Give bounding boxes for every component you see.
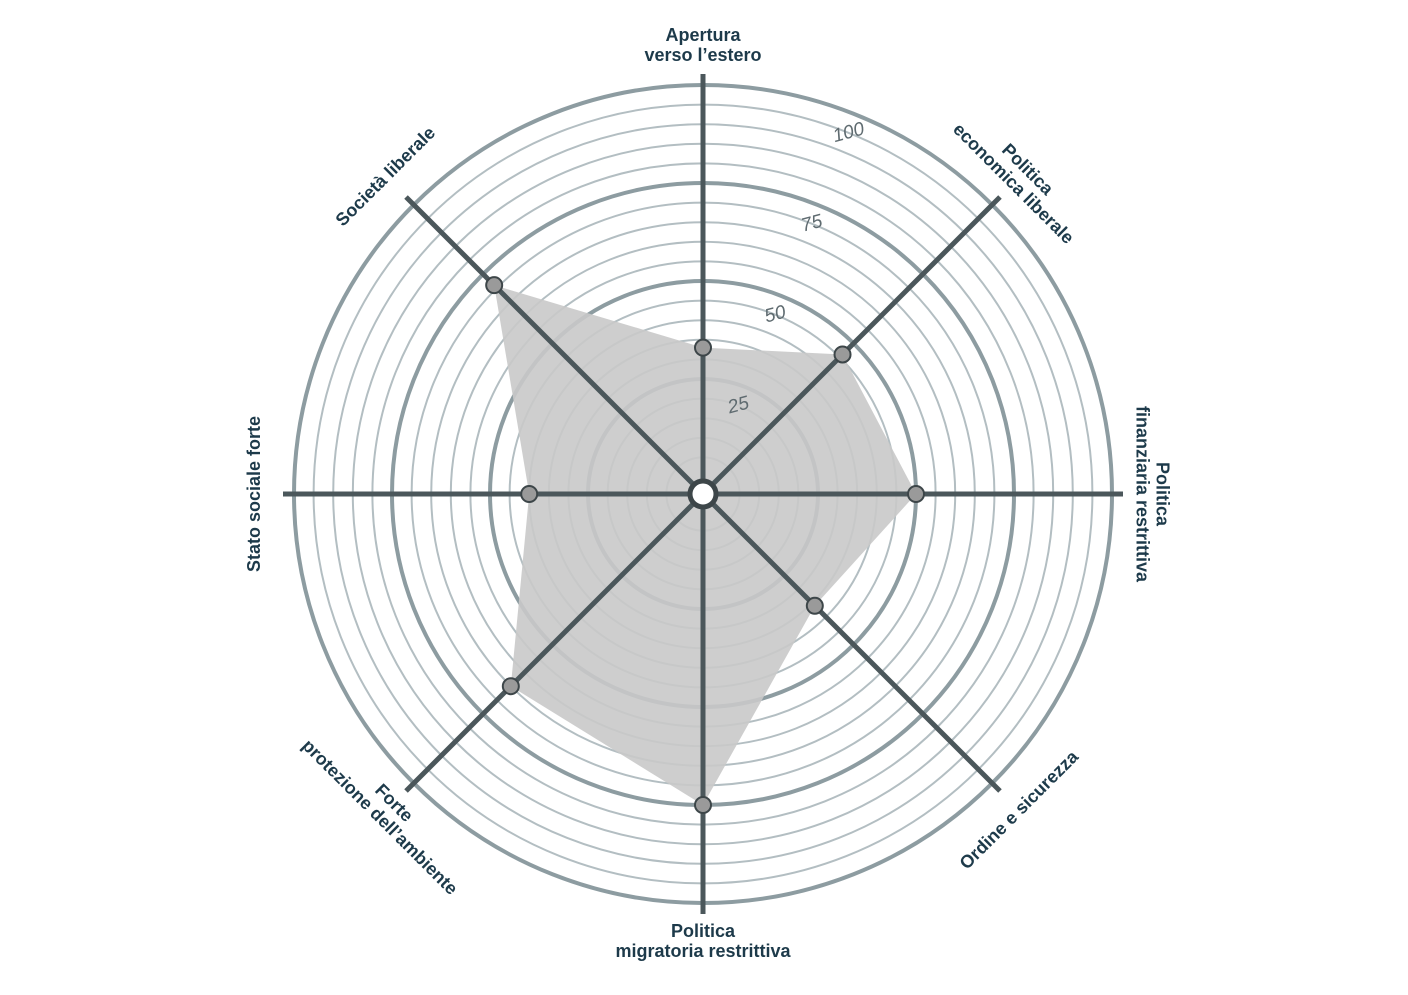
category-line: Stato sociale forte (244, 416, 264, 572)
data-point (485, 276, 504, 295)
data-point (694, 796, 712, 814)
category-label: Stato sociale forte (244, 416, 264, 572)
axis-line (404, 492, 705, 793)
tick-label: 50 (762, 302, 788, 328)
data-point (694, 338, 712, 357)
tick-label: 100 (831, 119, 867, 148)
category-line: migratoria restrittiva (615, 941, 791, 961)
tick-label: 75 (799, 211, 825, 237)
data-point (805, 596, 824, 615)
center-hole (687, 478, 719, 510)
axis-line (404, 195, 705, 496)
category-line: Politica (1152, 462, 1172, 527)
category-line: verso l’estero (644, 45, 761, 65)
category-line: finanziaria restrittiva (1132, 406, 1152, 583)
axis-line (701, 195, 1002, 496)
data-point (907, 485, 925, 503)
data-point (501, 677, 520, 696)
data-point (833, 345, 852, 364)
data-point (520, 485, 539, 503)
category-line: Apertura (665, 25, 741, 45)
category-line: Politica (671, 921, 736, 941)
axis-line (701, 492, 1002, 793)
